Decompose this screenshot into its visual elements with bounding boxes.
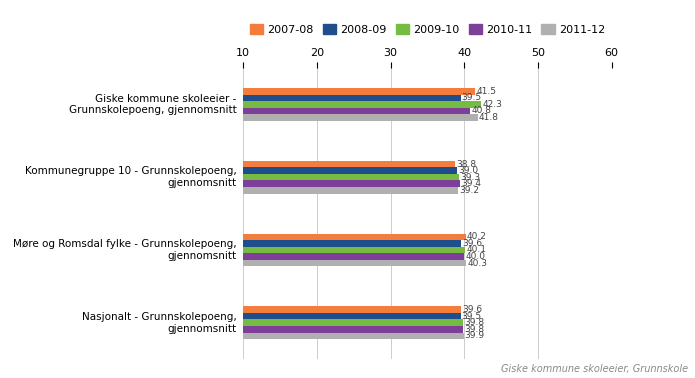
- Text: 41.5: 41.5: [476, 87, 496, 96]
- Text: 40.2: 40.2: [467, 232, 486, 242]
- Bar: [243, 260, 466, 266]
- Text: 38.8: 38.8: [457, 160, 477, 169]
- Bar: [243, 114, 477, 121]
- Bar: [243, 319, 463, 326]
- Text: 39.2: 39.2: [459, 186, 480, 195]
- Bar: [243, 306, 461, 313]
- Text: 39.6: 39.6: [462, 305, 482, 314]
- Text: 39.6: 39.6: [462, 239, 482, 248]
- Legend: 2007-08, 2008-09, 2009-10, 2010-11, 2011-12: 2007-08, 2008-09, 2009-10, 2010-11, 2011…: [245, 20, 610, 39]
- Text: 40.0: 40.0: [466, 252, 485, 261]
- Text: Giske kommune skoleeier, Grunnskole: Giske kommune skoleeier, Grunnskole: [501, 364, 688, 374]
- Bar: [243, 187, 459, 194]
- Bar: [243, 234, 466, 240]
- Bar: [243, 240, 461, 247]
- Bar: [243, 167, 457, 174]
- Bar: [243, 180, 460, 187]
- Bar: [243, 326, 463, 333]
- Text: 39.0: 39.0: [458, 166, 478, 175]
- Bar: [243, 94, 461, 101]
- Bar: [243, 101, 481, 108]
- Text: 40.8: 40.8: [471, 107, 491, 115]
- Text: 39.8: 39.8: [464, 318, 484, 327]
- Text: 41.8: 41.8: [479, 113, 498, 122]
- Bar: [243, 333, 464, 339]
- Text: 39.5: 39.5: [461, 312, 482, 321]
- Text: 39.5: 39.5: [461, 93, 482, 102]
- Text: 39.4: 39.4: [461, 179, 481, 188]
- Bar: [243, 313, 461, 319]
- Bar: [243, 161, 455, 167]
- Text: 39.8: 39.8: [464, 325, 484, 334]
- Text: 40.1: 40.1: [466, 245, 486, 254]
- Text: 40.3: 40.3: [468, 259, 488, 268]
- Bar: [243, 247, 465, 253]
- Bar: [243, 88, 475, 94]
- Bar: [243, 108, 470, 114]
- Text: 42.3: 42.3: [482, 100, 502, 109]
- Text: 39.3: 39.3: [460, 173, 480, 182]
- Bar: [243, 253, 464, 260]
- Text: 39.9: 39.9: [465, 331, 484, 340]
- Bar: [243, 174, 459, 180]
